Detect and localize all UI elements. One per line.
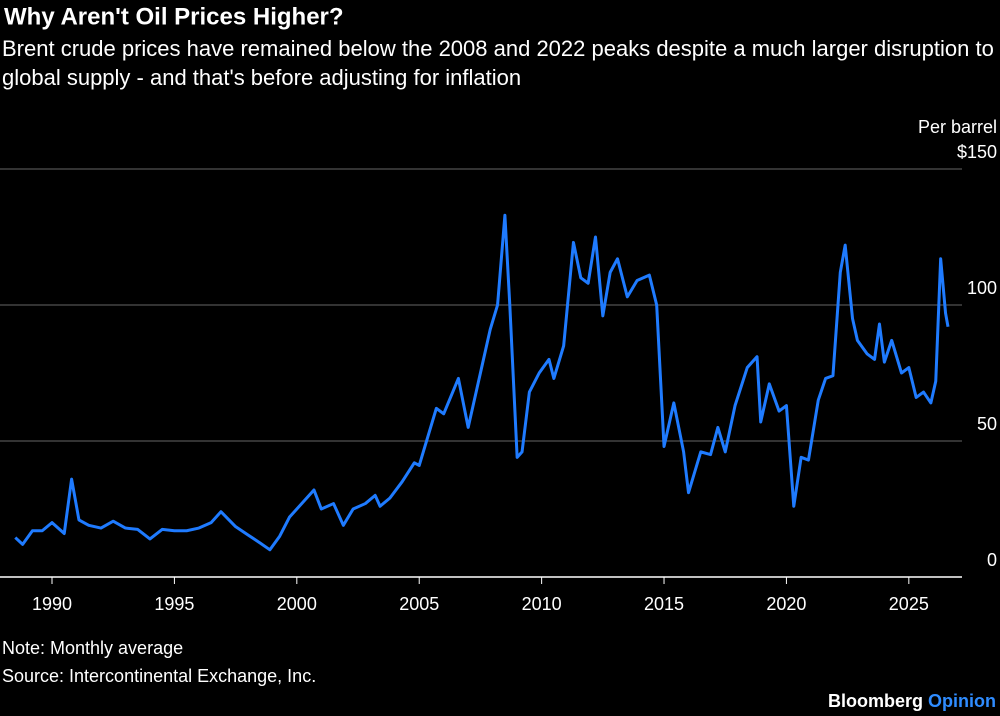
x-tick-label: 2005: [399, 594, 439, 614]
x-tick-label: 1995: [154, 594, 194, 614]
price-line: [14, 213, 950, 552]
x-tick-label: 2025: [889, 594, 929, 614]
brand: Bloomberg Opinion: [828, 691, 996, 711]
source: Source: Intercontinental Exchange, Inc.: [2, 666, 316, 686]
note: Note: Monthly average: [2, 638, 183, 658]
brand-suffix: Opinion: [928, 691, 996, 711]
x-tick-label: 2020: [766, 594, 806, 614]
x-tick-label: 2010: [522, 594, 562, 614]
subtitle-line: Brent crude prices have remained below t…: [2, 36, 994, 61]
y-tick-label: 50: [977, 414, 997, 434]
brand-name: Bloomberg: [828, 691, 923, 711]
y-tick-label: 100: [967, 278, 997, 298]
chart-subtitle: Brent crude prices have remained below t…: [2, 36, 994, 90]
y-tick-label: $150: [957, 142, 997, 162]
x-tick-label: 1990: [32, 594, 72, 614]
chart-title: Why Aren't Oil Prices Higher?: [4, 3, 344, 30]
x-tick-label: 2000: [277, 594, 317, 614]
y-axis-label: Per barrel: [918, 117, 997, 137]
y-tick-label: 0: [987, 550, 997, 570]
x-tick-label: 2015: [644, 594, 684, 614]
subtitle-line: global supply - and that's before adjust…: [2, 65, 521, 90]
